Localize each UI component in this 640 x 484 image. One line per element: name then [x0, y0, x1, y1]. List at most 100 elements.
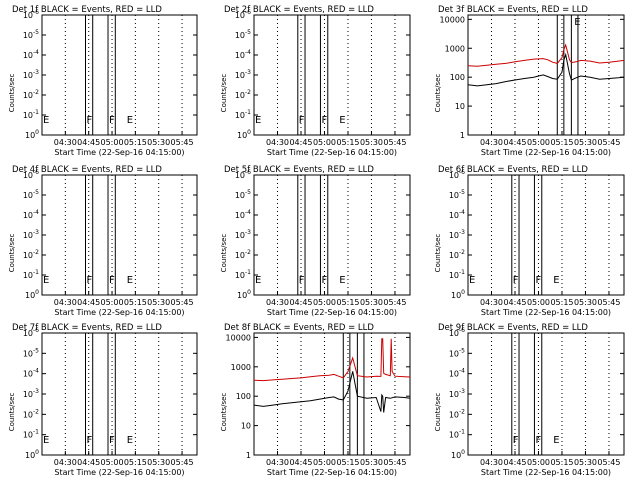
x-tick-label: 04:45: [503, 298, 526, 307]
x-tick-label: 04:30: [54, 458, 77, 467]
saa-marker-label: E: [255, 115, 261, 126]
panel-title: Det 4f BLACK = Events, RED = LLD: [12, 165, 162, 175]
x-tick-label: 05:45: [383, 138, 406, 147]
detector-panel: Det 2f BLACK = Events, RED = LLD 100 10-1 1…: [220, 5, 411, 157]
saa-marker-label: F: [321, 275, 327, 286]
y-tick-label: 100: [451, 289, 465, 300]
y-tick-label: 10-3: [23, 229, 39, 240]
x-tick-label: 04:45: [77, 298, 100, 307]
saa-marker-label: F: [109, 275, 115, 286]
x-tick-label: 04:30: [266, 138, 289, 147]
panel-title: Det 7f BLACK = Events, RED = LLD: [12, 323, 162, 333]
x-axis-label: Start Time (22-Sep-16 04:15:00): [54, 468, 184, 477]
y-tick-label: 1: [246, 451, 251, 460]
saa-marker-label: F: [109, 435, 115, 446]
x-tick-label: 05:45: [383, 298, 406, 307]
y-tick-label: 100: [451, 449, 465, 460]
saa-marker-label: E: [469, 275, 475, 286]
y-axis-label: Counts/sec: [220, 234, 228, 273]
x-tick-label: 05:00: [313, 458, 336, 467]
x-tick-label: 05:15: [336, 298, 359, 307]
x-tick-label: 05:15: [550, 458, 573, 467]
y-tick-label: 10-1: [449, 429, 465, 440]
y-tick-label: 10-4: [449, 209, 465, 220]
panel-title: Det 5f BLACK = Events, RED = LLD: [224, 165, 374, 175]
y-tick-label: 10-4: [23, 49, 39, 60]
saa-marker-label: E: [255, 275, 261, 286]
y-tick-label: 10-6: [449, 327, 465, 338]
x-tick-label: 04:30: [266, 458, 289, 467]
y-tick-label: 100: [450, 73, 465, 82]
y-tick-label: 1: [460, 131, 465, 140]
x-tick-label: 05:30: [360, 458, 383, 467]
y-tick-label: 10: [241, 422, 251, 431]
x-axis-label: Start Time (22-Sep-16 04:15:00): [267, 148, 397, 157]
y-axis-label: Counts/sec: [8, 393, 16, 432]
x-tick-label: 04:45: [289, 138, 312, 147]
saa-marker-label: E: [43, 435, 49, 446]
detector-panel: Det 9f BLACK = Events, RED = LLD 100 10-1 1…: [434, 323, 625, 477]
detector-panel: Det 4f BLACK = Events, RED = LLD 100 10-1 1…: [8, 165, 198, 317]
y-tick-label: 10-6: [235, 9, 251, 20]
x-axis-label: Start Time (22-Sep-16 04:15:00): [481, 468, 611, 477]
saa-marker-label: F: [535, 435, 541, 446]
y-tick-label: 10000: [226, 333, 251, 342]
y-axis-label: Counts/sec: [434, 234, 442, 273]
x-tick-label: 05:45: [383, 458, 406, 467]
saa-marker-label: F: [535, 275, 541, 286]
saa-marker-label: F: [87, 275, 93, 286]
x-axis-label: Start Time (22-Sep-16 04:15:00): [267, 468, 397, 477]
x-tick-label: 05:45: [597, 298, 620, 307]
y-tick-label: 10-4: [23, 209, 39, 220]
y-tick-label: 10-3: [23, 388, 39, 399]
x-tick-label: 05:00: [527, 298, 550, 307]
x-tick-label: 05:30: [147, 458, 170, 467]
y-tick-label: 10-2: [23, 249, 39, 260]
y-tick-label: 100: [236, 392, 251, 401]
x-tick-label: 05:15: [550, 138, 573, 147]
panel-title: Det 3f BLACK = Events, RED = LLD: [438, 5, 588, 15]
x-tick-label: 05:15: [550, 298, 573, 307]
saa-marker-label: E: [43, 115, 49, 126]
panel-title: Det 6f BLACK = Events, RED = LLD: [438, 165, 588, 175]
y-axis-label: Counts/sec: [8, 234, 16, 273]
x-tick-label: 05:00: [527, 458, 550, 467]
saa-marker-label: F: [513, 275, 519, 286]
y-tick-label: 10-3: [235, 69, 251, 80]
x-tick-label: 04:45: [503, 458, 526, 467]
saa-marker-label: F: [87, 435, 93, 446]
y-tick-label: 10-3: [449, 388, 465, 399]
x-tick-label: 05:30: [360, 298, 383, 307]
saa-marker-label: E: [339, 275, 345, 286]
saa-marker-label: F: [321, 115, 327, 126]
y-tick-label: 10-6: [23, 169, 39, 180]
y-tick-label: 10-1: [23, 109, 39, 120]
x-tick-label: 04:45: [503, 138, 526, 147]
detector-panel: Det 3f BLACK = Events, RED = LLD 1 10 100 10…: [434, 5, 625, 157]
y-tick-label: 10-3: [449, 229, 465, 240]
y-axis-label: Counts/sec: [220, 393, 228, 432]
saa-marker-label: F: [299, 115, 305, 126]
x-tick-label: 04:45: [289, 298, 312, 307]
y-tick-label: 10-5: [23, 189, 39, 200]
x-tick-label: 05:45: [171, 138, 194, 147]
x-tick-label: 05:45: [597, 138, 620, 147]
x-axis-label: Start Time (22-Sep-16 04:15:00): [54, 148, 184, 157]
y-tick-label: 10-4: [235, 209, 251, 220]
saa-marker-label: E: [127, 275, 133, 286]
x-tick-label: 05:30: [147, 298, 170, 307]
x-tick-label: 05:15: [124, 298, 147, 307]
y-axis-label: Counts/sec: [8, 74, 16, 113]
saa-marker-label: E: [127, 115, 133, 126]
x-axis-label: Start Time (22-Sep-16 04:15:00): [267, 308, 397, 317]
x-tick-label: 05:45: [597, 458, 620, 467]
y-tick-label: 100: [237, 289, 251, 300]
x-tick-label: 05:45: [171, 458, 194, 467]
detector-panel: Det 6f BLACK = Events, RED = LLD 100 10-1 1…: [434, 165, 625, 317]
y-tick-label: 10-6: [23, 9, 39, 20]
x-tick-label: 04:30: [266, 298, 289, 307]
saa-marker-label: F: [109, 115, 115, 126]
panel-title: Det 9f BLACK = Events, RED = LLD: [438, 323, 588, 333]
x-tick-label: 04:30: [54, 138, 77, 147]
